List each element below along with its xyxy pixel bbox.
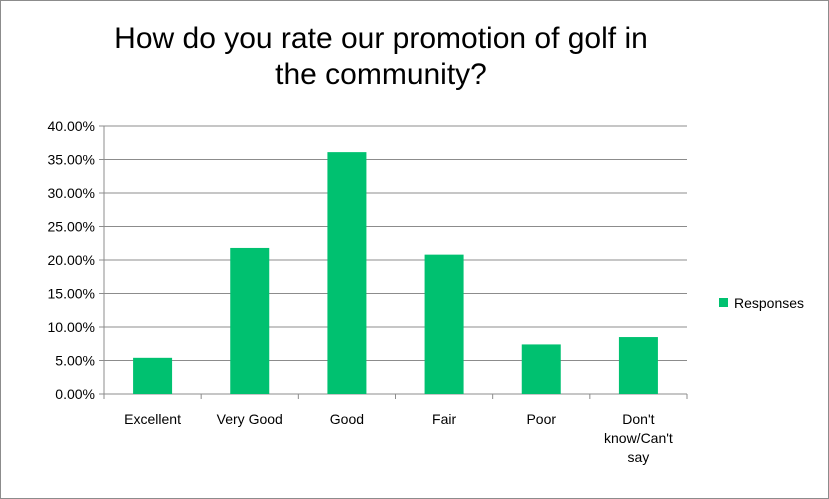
x-tick-label: Don't (622, 411, 654, 427)
y-tick-label: 40.00% (48, 118, 95, 134)
x-tick-label: Good (330, 411, 364, 427)
x-tick-label: know/Can't (604, 430, 673, 446)
y-tick-label: 20.00% (48, 252, 95, 268)
bar-good (327, 152, 367, 394)
bar-fair (424, 254, 464, 394)
bar-very-good (230, 247, 270, 394)
x-tick-label: say (628, 449, 650, 465)
x-tick-label: Fair (432, 411, 456, 427)
legend-swatch (719, 298, 728, 307)
y-tick-label: 5.00% (55, 353, 95, 369)
y-tick-label: 0.00% (55, 386, 95, 402)
x-tick-label: Poor (526, 411, 556, 427)
legend-label: Responses (734, 295, 804, 311)
chart-title: How do you rate our promotion of golf in… (114, 22, 648, 91)
x-tick-label: Excellent (124, 411, 181, 427)
y-tick-label: 10.00% (48, 319, 95, 335)
y-tick-label: 30.00% (48, 185, 95, 201)
bar-poor (521, 344, 561, 394)
y-tick-label: 15.00% (48, 286, 95, 302)
bar-excellent (133, 357, 173, 394)
bar-don-t-know-can-t-say (618, 337, 658, 394)
x-tick-label: Very Good (217, 411, 283, 427)
y-tick-label: 25.00% (48, 219, 95, 235)
y-tick-label: 35.00% (48, 152, 95, 168)
